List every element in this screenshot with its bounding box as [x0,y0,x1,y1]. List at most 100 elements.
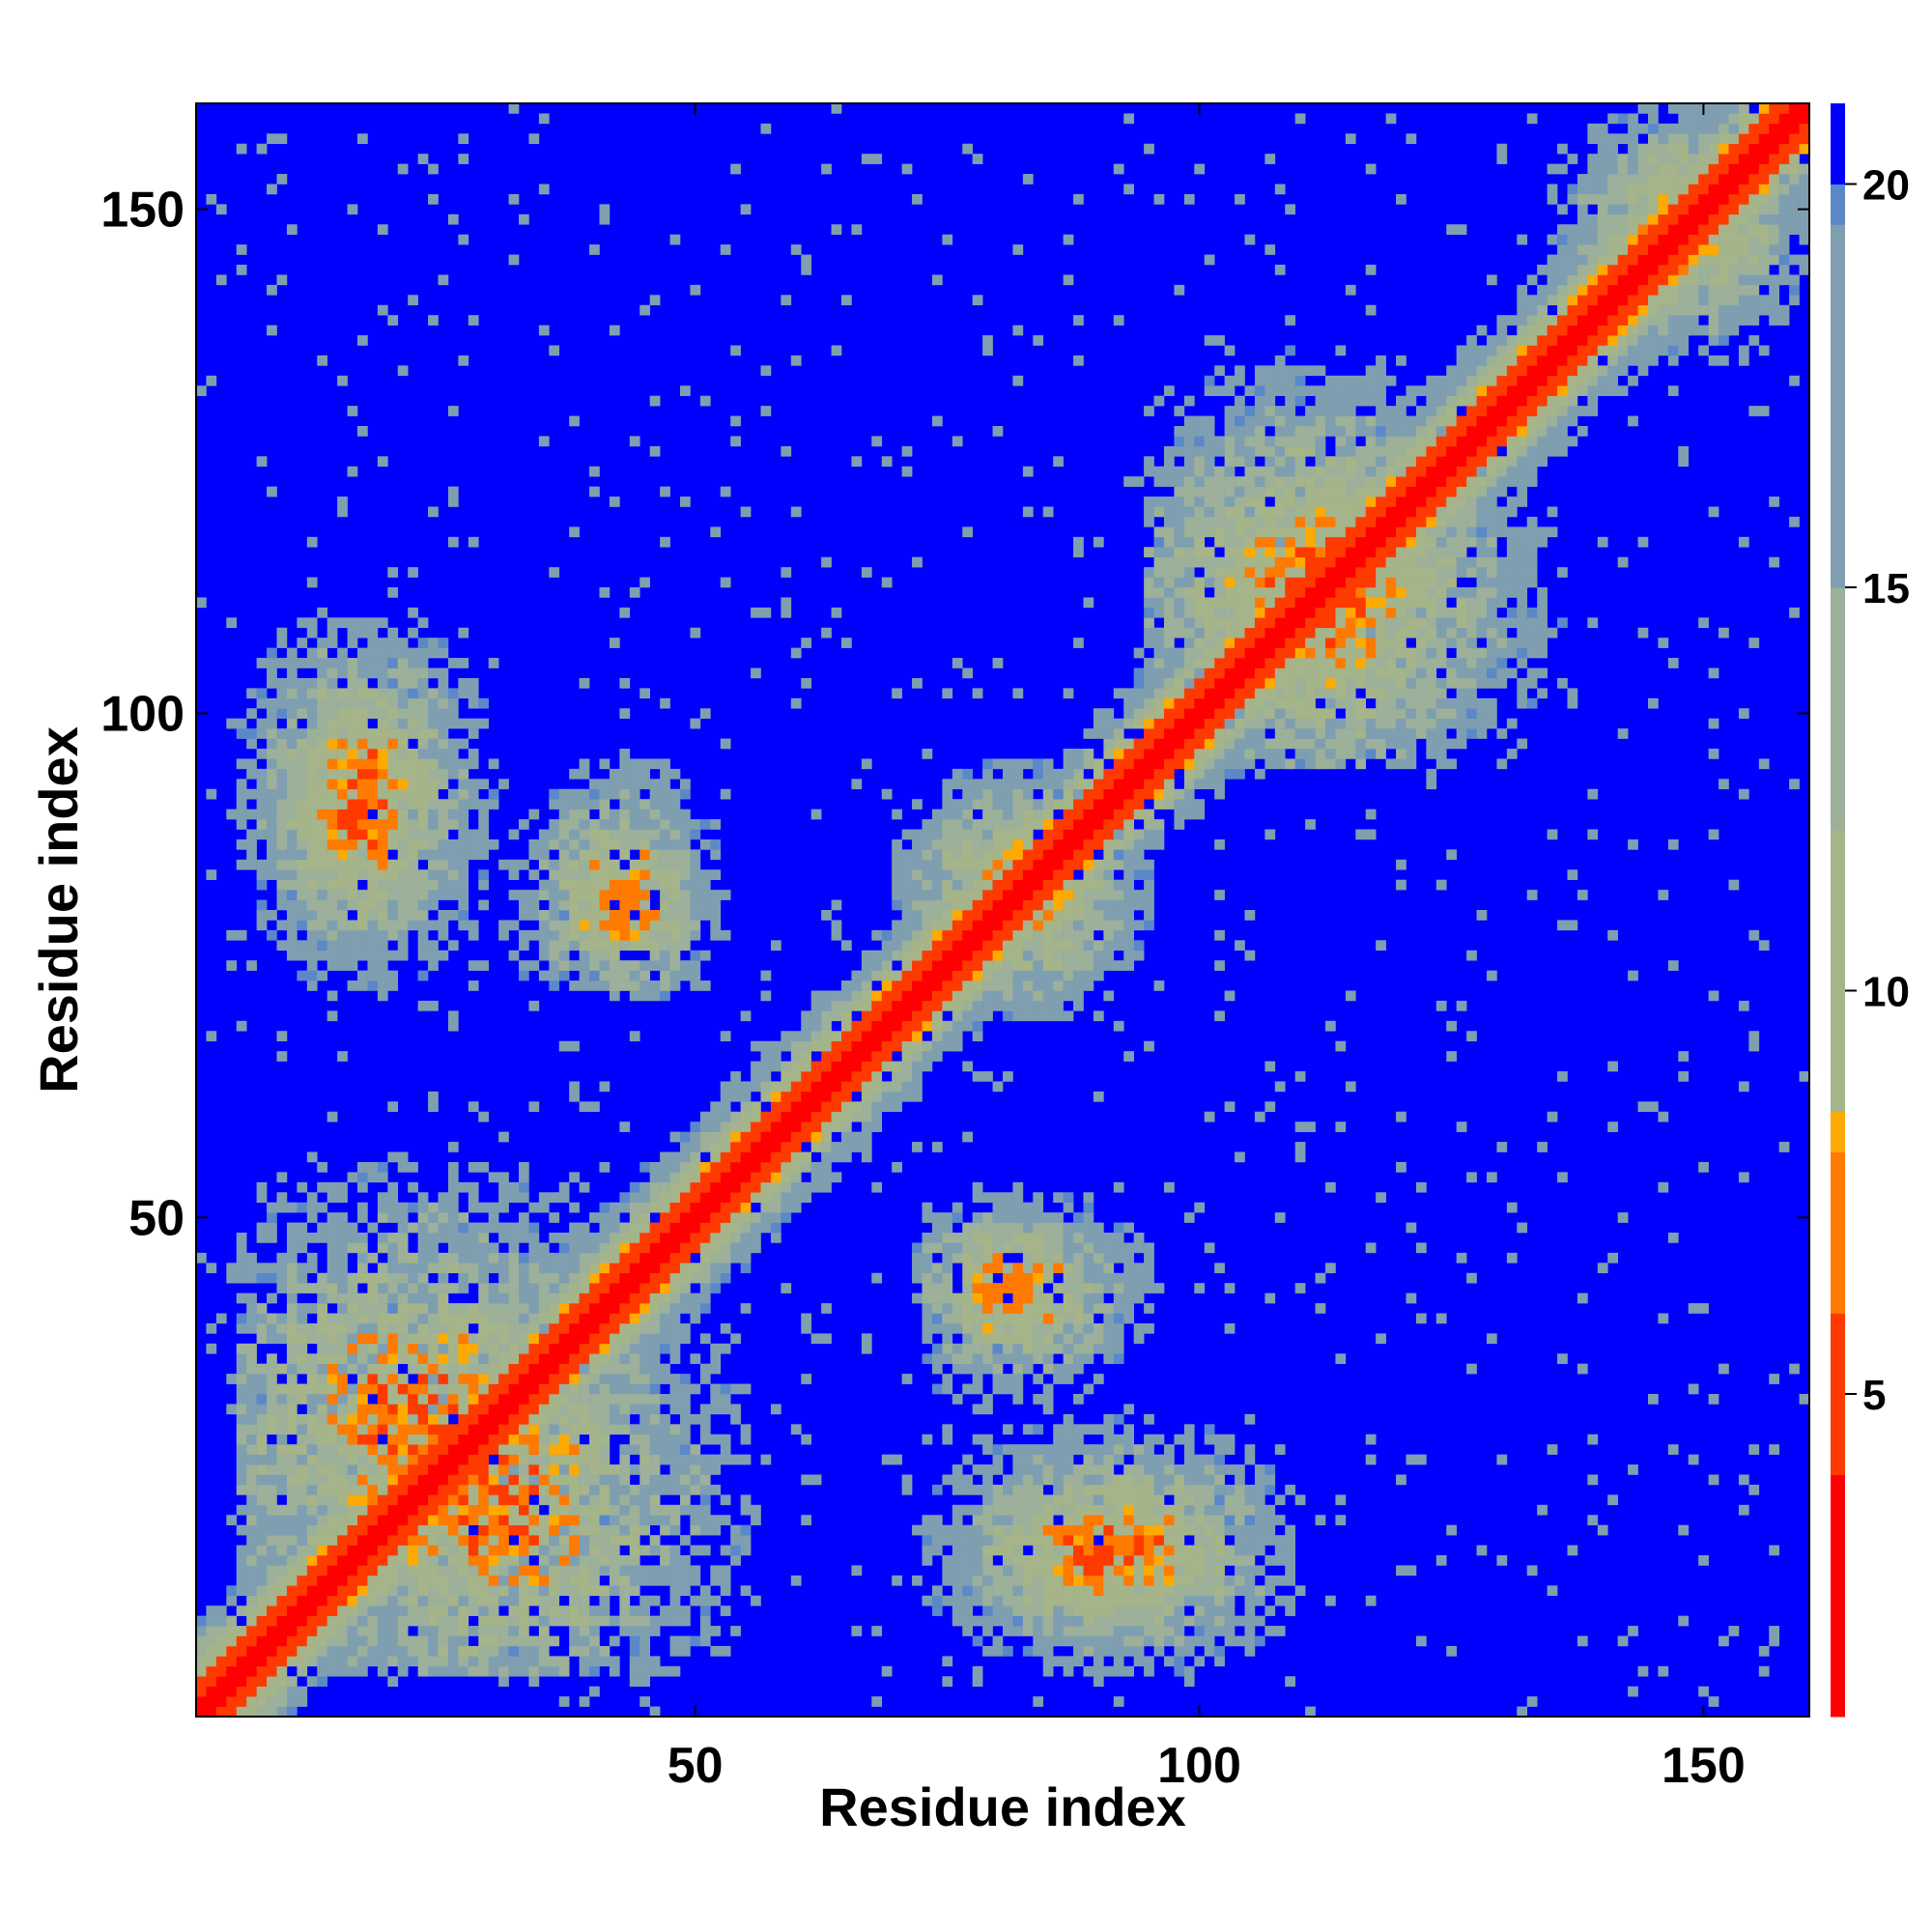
heatmap-cell [347,1626,358,1636]
heatmap-cell [1033,1524,1044,1536]
heatmap-cell [387,1474,399,1486]
heatmap-cell [972,879,983,891]
heatmap-cell [367,879,379,891]
heatmap-cell [428,838,439,850]
heatmap-cell [215,1313,227,1324]
heatmap-cell [589,980,600,991]
heatmap-cell [306,838,318,850]
heatmap-cell [468,1363,479,1375]
heatmap-cell [357,1322,368,1334]
heatmap-cell [952,879,963,891]
heatmap-cell [387,1192,399,1203]
heatmap-cell [810,1101,822,1113]
heatmap-cell [569,1626,580,1636]
heatmap-cell [327,849,338,861]
heatmap-cell [1003,1524,1013,1536]
heatmap-cell [962,768,973,780]
heatmap-cell [246,1413,257,1425]
heatmap-cell [458,1615,469,1627]
heatmap-cell [306,1233,318,1243]
heatmap-cell [912,929,923,941]
heatmap-cell [317,1161,327,1173]
heatmap-cell [488,1444,499,1455]
heatmap-cell [519,1181,529,1193]
heatmap-cell [751,607,761,618]
heatmap-cell [599,980,611,991]
heatmap-cell [297,1333,308,1345]
heatmap-cell [639,1233,650,1243]
heatmap-cell [297,768,308,780]
heatmap-cell [428,799,439,810]
heatmap-cell [276,1626,288,1636]
heatmap-cell [790,647,802,659]
heatmap-cell [810,1181,822,1193]
heatmap-cell [447,940,459,952]
heatmap-cell [447,1545,459,1556]
heatmap-cell [468,315,479,326]
heatmap-cell [922,970,933,981]
heatmap-cell [589,244,600,255]
heatmap-cell [982,335,993,346]
heatmap-cell [408,718,418,729]
heatmap-cell [367,1575,379,1586]
heatmap-cell [367,638,379,648]
heatmap-cell [347,1222,358,1234]
heatmap-cell [740,1101,752,1113]
heatmap-cell [468,1252,479,1264]
heatmap-cell [922,1283,933,1293]
heatmap-cell [236,799,247,810]
heatmap-cell [1012,1313,1024,1324]
heatmap-cell [357,1565,368,1577]
heatmap-cell [589,1464,600,1475]
heatmap-cell [317,1494,327,1506]
heatmap-cell [579,1645,590,1657]
heatmap-cell [710,1524,722,1536]
heatmap-cell [256,1545,268,1556]
heatmap-cell [1033,1555,1044,1566]
heatmap-cell [992,1605,1004,1616]
heatmap-cell [347,1585,358,1597]
heatmap-cell [821,1333,832,1345]
heatmap-cell [327,697,338,709]
heatmap-cell [297,890,308,900]
heatmap-cell [256,920,268,931]
heatmap-cell [649,1353,661,1364]
heatmap-cell [639,1605,650,1616]
heatmap-cell [549,1313,560,1324]
heatmap-cell [1033,920,1044,931]
heatmap-cell [387,1656,399,1667]
heatmap-cell [367,910,379,921]
heatmap-cell [347,738,358,750]
heatmap-cell [821,1122,832,1132]
heatmap-cell [317,1665,327,1677]
heatmap-cell [639,920,650,931]
heatmap-cell [770,1181,781,1193]
heatmap-cell [267,1615,277,1627]
heatmap-cell [649,1272,661,1284]
heatmap-cell [196,1645,207,1657]
heatmap-cell [1012,980,1024,991]
heatmap-cell [710,526,722,538]
heatmap-cell [639,1212,650,1223]
heatmap-cell [931,869,943,880]
heatmap-cell [337,1272,348,1284]
heatmap-cell [1083,819,1094,830]
heatmap-cell [447,536,459,548]
heatmap-cell [962,1020,973,1032]
heatmap-cell [468,1575,479,1586]
heatmap-cell [851,1020,863,1032]
heatmap-cell [599,1322,611,1334]
heatmap-cell [267,829,277,840]
heatmap-cell [841,1031,852,1041]
heatmap-cell [357,1535,368,1546]
heatmap-cell [508,1394,520,1405]
heatmap-cell [892,950,902,961]
heatmap-cell [387,718,399,729]
heatmap-cell [649,1303,661,1314]
heatmap-cell [1042,1524,1054,1536]
heatmap-cell [669,1545,681,1556]
heatmap-cell [538,1353,550,1364]
heatmap-cell [267,1706,277,1718]
heatmap-cell [528,1515,540,1525]
heatmap-cell [236,1394,247,1405]
